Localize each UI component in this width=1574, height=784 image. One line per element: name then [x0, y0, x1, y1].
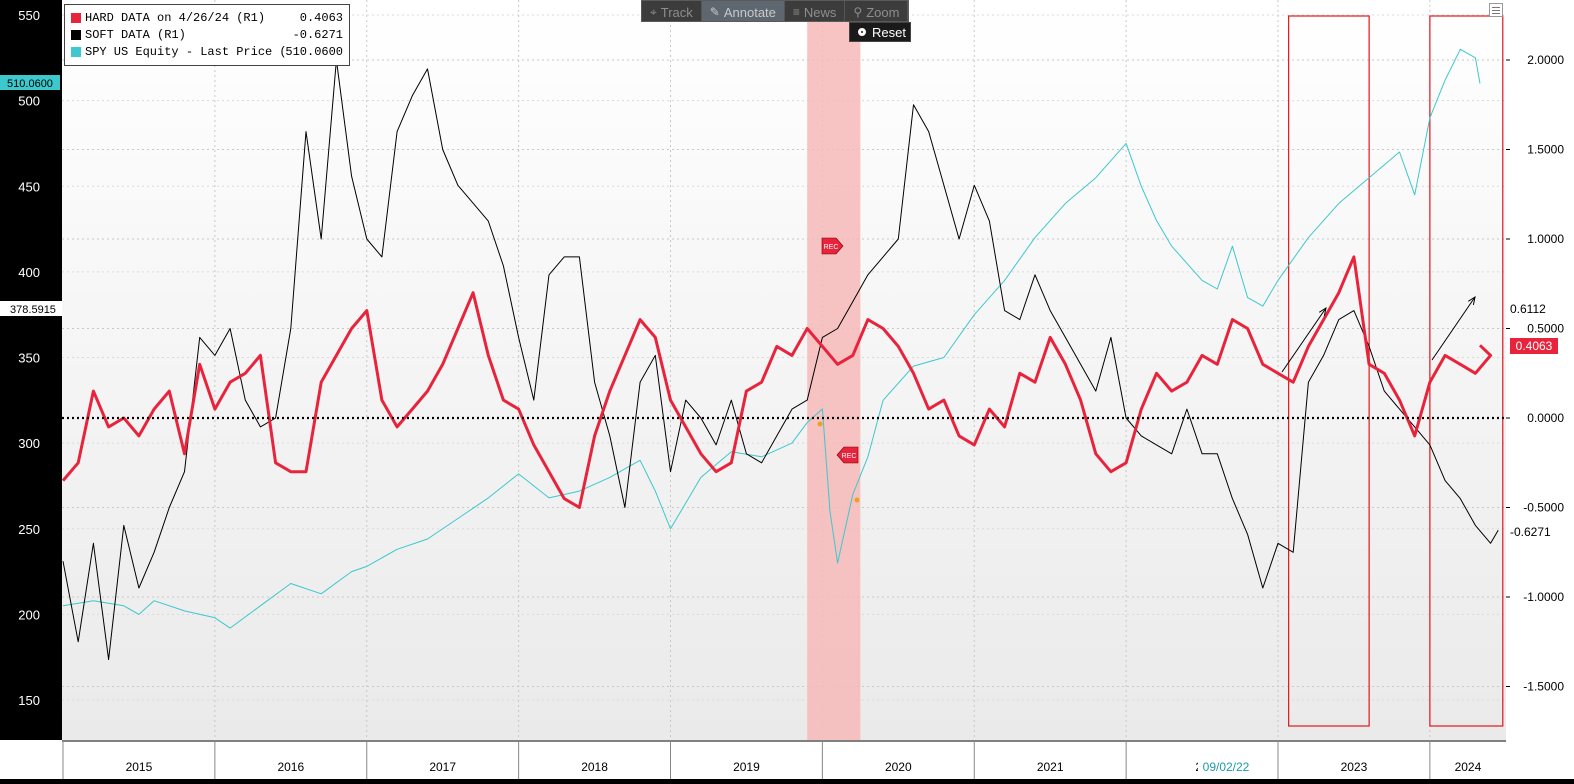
left-tick-label: 300 [18, 436, 40, 451]
rec-upper-label: REC [824, 244, 839, 251]
left-tick-label: 150 [18, 693, 40, 708]
legend-value: 510.0600 [285, 45, 343, 59]
rec-lower-label: REC [842, 453, 857, 460]
reset-label: Reset [872, 25, 906, 40]
pencil-icon: ✎ [710, 5, 720, 19]
toolbar-button-label: News [804, 5, 837, 20]
soft-last-badge: -0.6271 [1510, 525, 1551, 539]
x-tick-label: 2017 [429, 760, 456, 774]
r-marker-label: 0.6112 [1510, 302, 1546, 316]
right-tick-label: 1.0000 [1527, 232, 1564, 246]
legend-entry: SPY US Equity - Last Price (L1)510.0600 [71, 43, 343, 60]
right-tick-label: -1.5000 [1523, 680, 1564, 694]
x-tick-label: 2023 [1341, 760, 1368, 774]
left-tick-label: 500 [18, 94, 40, 109]
plot-background [62, 0, 1506, 740]
toolbar-zoom-button[interactable]: ⚲ Zoom [845, 1, 908, 21]
right-tick-label: 2.0000 [1527, 53, 1564, 67]
spy-last-label: 510.0600 [7, 78, 53, 90]
crosshair-icon: ⌖ [650, 5, 657, 20]
toolbar-button-label: Track [661, 5, 693, 20]
right-axis-panel [1506, 0, 1574, 740]
legend-name: HARD DATA on 4/26/24 (R1) [85, 11, 300, 25]
reset-icon [858, 28, 866, 36]
legend-value: 0.4063 [300, 11, 343, 25]
left-axis-panel [0, 0, 62, 740]
news-icon: ≡ [793, 5, 800, 19]
legend-entry: SOFT DATA (R1)-0.6271 [71, 26, 343, 43]
toolbar-button-label: Zoom [866, 5, 899, 20]
right-tick-label: 0.5000 [1527, 322, 1564, 336]
x-date-label: 09/02/22 [1203, 760, 1250, 774]
x-date-badge: 09/02/22 [1198, 759, 1254, 775]
event-dot [818, 422, 823, 427]
chart-menu-icon[interactable] [1489, 3, 1503, 17]
chart-toolbar: ⌖ Track ✎ Annotate ≡ News ⚲ Zoom [641, 0, 909, 22]
left-tick-label: 350 [18, 351, 40, 366]
spy-marker-badge: 378.5915 [0, 301, 62, 316]
x-tick-label: 2015 [126, 760, 153, 774]
x-tick-label: 2021 [1037, 760, 1064, 774]
left-tick-label: 450 [18, 179, 40, 194]
recession-band [807, 0, 860, 740]
r-marker-badge: 0.6112 [1506, 301, 1554, 316]
left-tick-label: 400 [18, 265, 40, 280]
event-dot [855, 498, 860, 503]
legend-entry: HARD DATA on 4/26/24 (R1)0.4063 [71, 9, 343, 26]
soft-last-label: -0.6271 [1510, 525, 1551, 539]
hard-last-label: 0.4063 [1516, 339, 1553, 353]
x-tick-label: 2016 [277, 760, 304, 774]
x-tick-label: 2018 [581, 760, 608, 774]
toolbar-annotate-button[interactable]: ✎ Annotate [702, 1, 785, 21]
right-tick-label: -0.5000 [1523, 501, 1564, 515]
spy-marker-label: 378.5915 [10, 304, 56, 316]
toolbar-news-button[interactable]: ≡ News [785, 1, 846, 21]
legend-swatch [71, 30, 81, 40]
toolbar-track-button[interactable]: ⌖ Track [642, 1, 702, 21]
reset-button[interactable]: Reset [849, 22, 911, 42]
spy-last-badge: 510.0600 [0, 75, 60, 90]
legend-name: SPY US Equity - Last Price (L1) [85, 45, 285, 59]
right-tick-label: 1.5000 [1527, 143, 1564, 157]
left-tick-label: 200 [18, 607, 40, 622]
left-tick-label: 250 [18, 522, 40, 537]
bottom-axis-panel [0, 740, 1574, 779]
legend-name: SOFT DATA (R1) [85, 28, 293, 42]
magnifier-icon: ⚲ [853, 5, 862, 19]
hard-last-badge: 0.4063 [1510, 338, 1558, 354]
right-tick-label: 0.0000 [1527, 411, 1564, 425]
x-tick-label: 2019 [733, 760, 760, 774]
legend-swatch [71, 13, 81, 23]
right-tick-label: -1.0000 [1523, 590, 1564, 604]
left-tick-label: 550 [18, 8, 40, 23]
legend-value: -0.6271 [293, 28, 343, 42]
toolbar-button-label: Annotate [724, 5, 776, 20]
x-tick-label: 2024 [1455, 760, 1482, 774]
x-tick-label: 2020 [885, 760, 912, 774]
legend-swatch [71, 47, 81, 57]
